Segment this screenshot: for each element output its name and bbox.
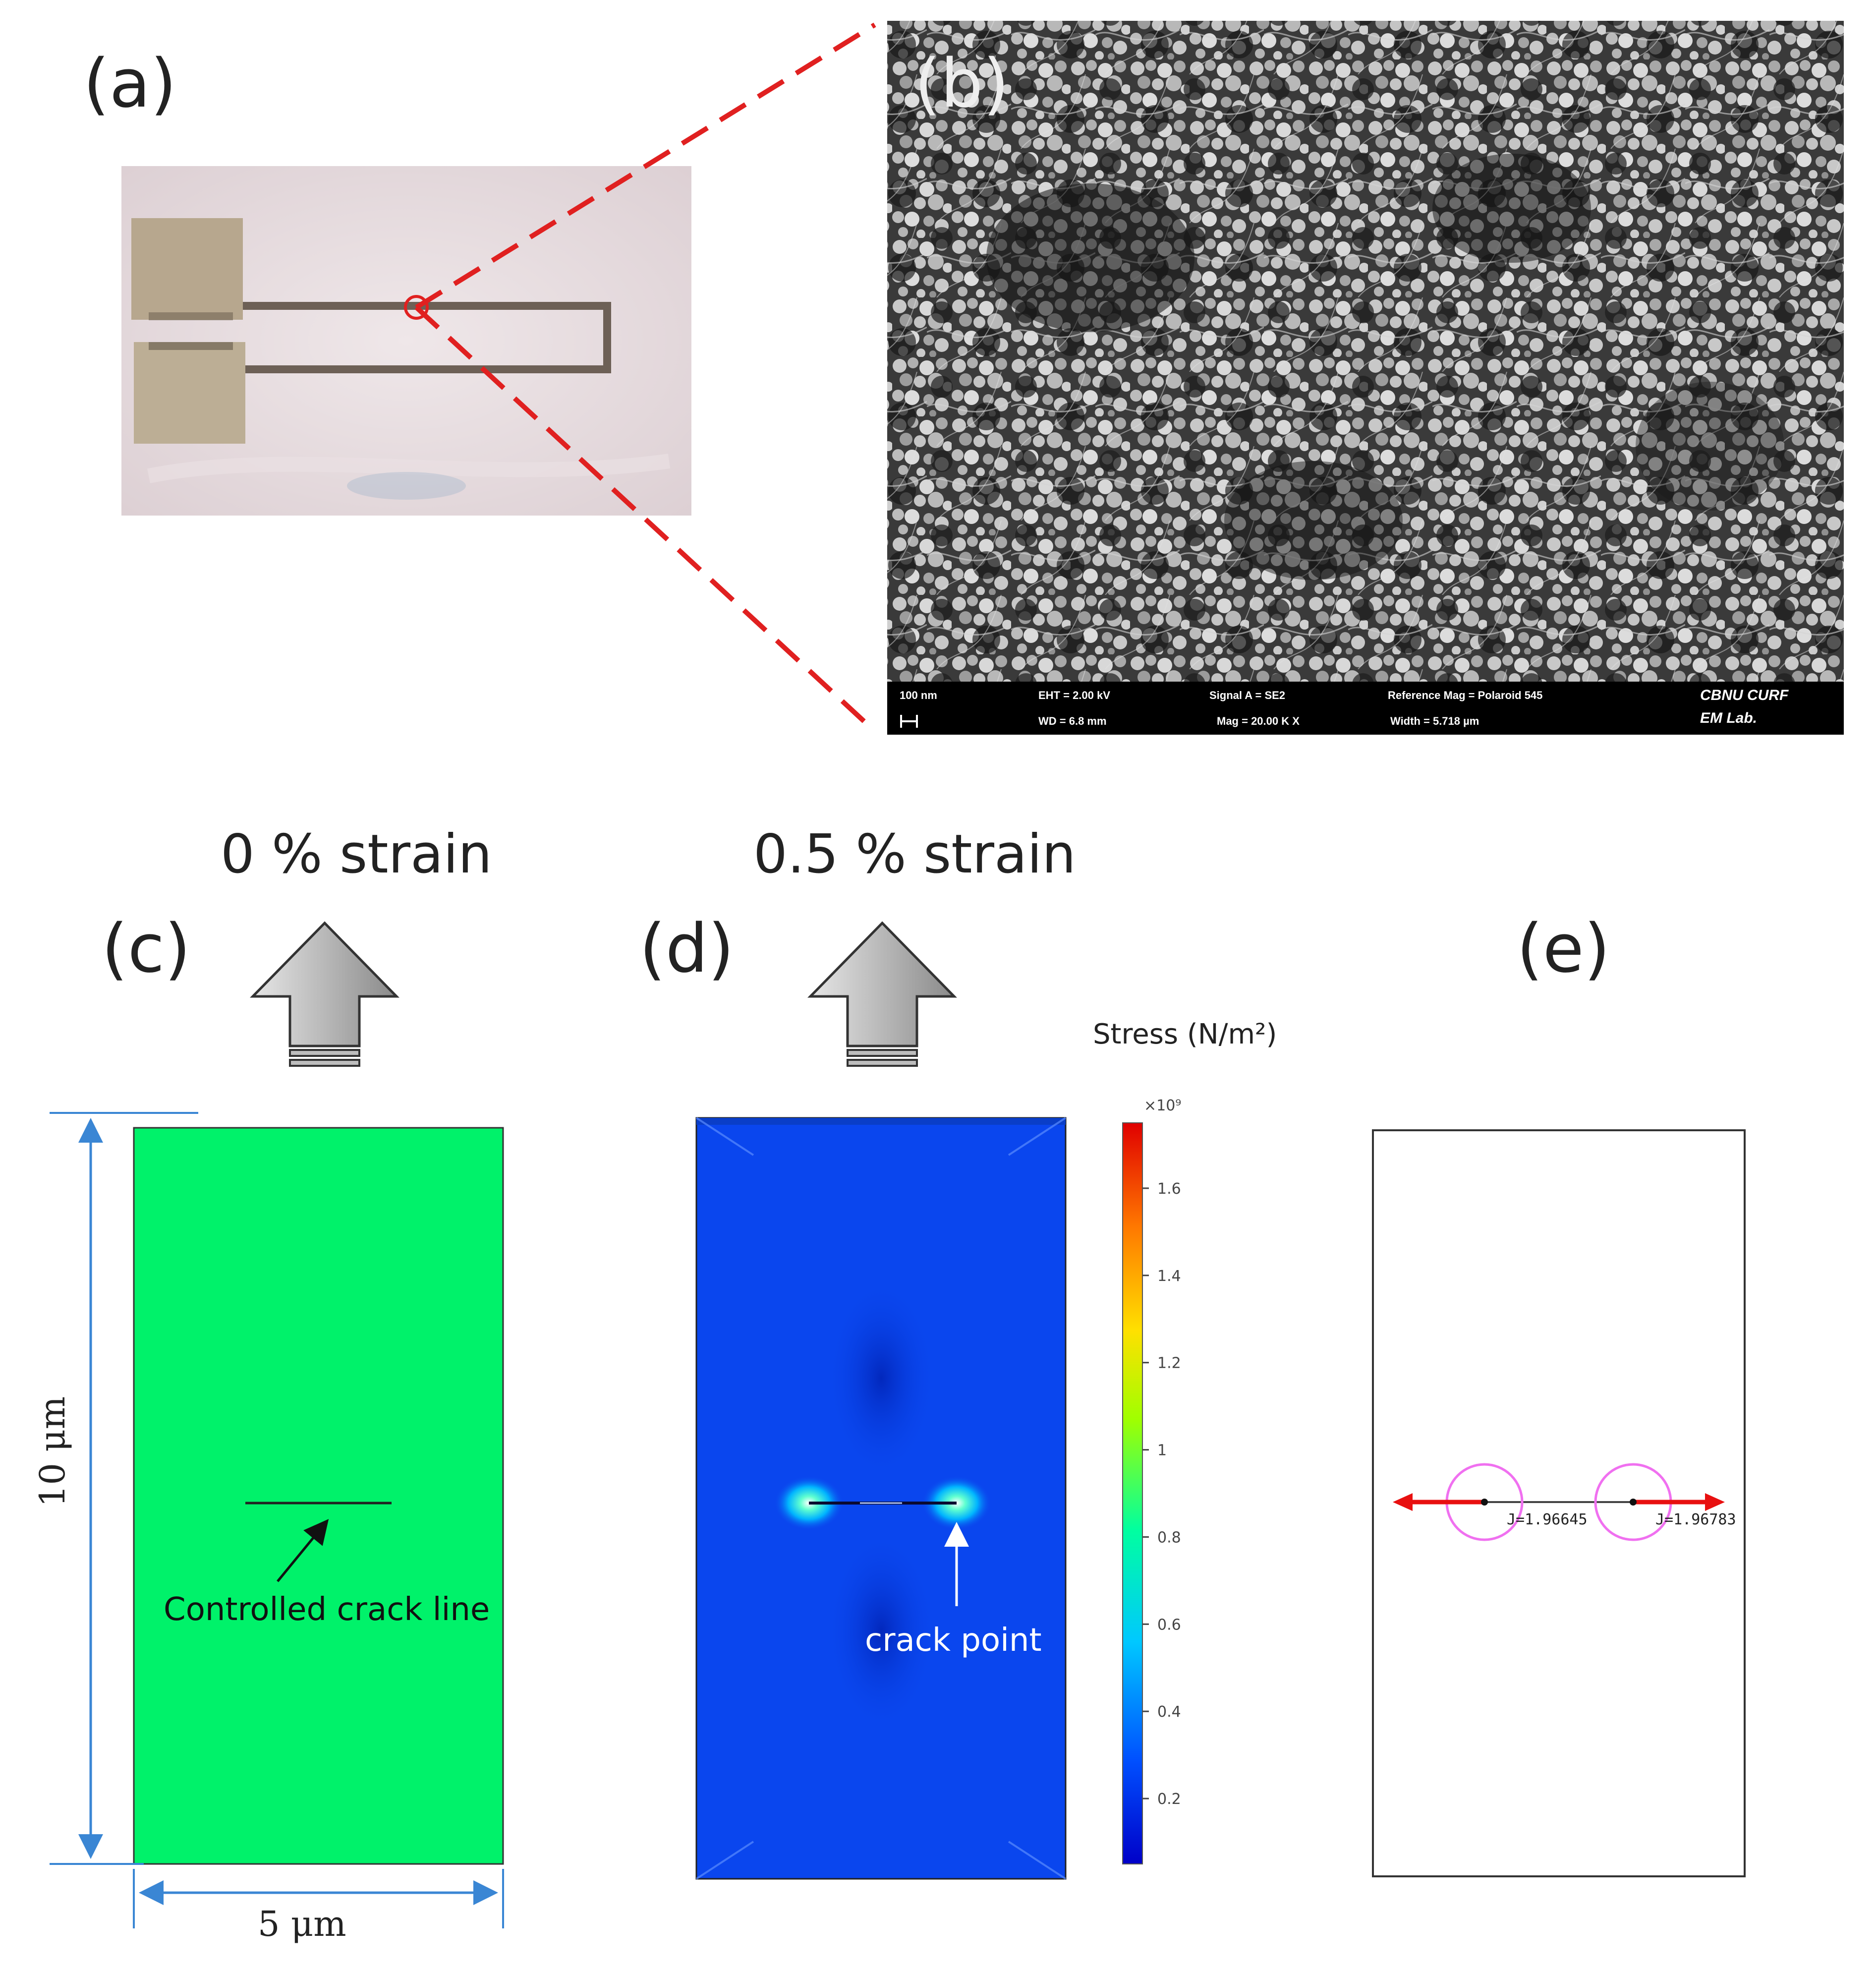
j-value-left: J=1.96645 xyxy=(1507,1511,1588,1528)
zoom-marker-circle xyxy=(404,295,429,320)
sem-info-bar: 100 nm EHT = 2.00 kV WD = 6.8 mm Signal … xyxy=(887,682,1844,735)
zoom-line-top xyxy=(415,22,876,310)
colorbar-tick-label: 0.8 xyxy=(1157,1529,1181,1546)
crack-pointer-arrow xyxy=(277,1519,329,1582)
width-dimension-label: 5 μm xyxy=(258,1904,346,1944)
stress-field-plot: crack point xyxy=(695,1117,1067,1880)
device-photo xyxy=(121,166,691,516)
colorbar-tick-label: 1.6 xyxy=(1157,1180,1181,1198)
sem-micrograph xyxy=(887,21,1844,735)
sem-wd-text: WD = 6.8 mm xyxy=(1038,715,1107,727)
crack-line-annotation: Controlled crack line xyxy=(164,1591,490,1628)
sem-brand-line1: CBNU CURF xyxy=(1700,687,1789,703)
sem-width-text: Width = 5.718 µm xyxy=(1390,715,1479,727)
sem-signal-text: Signal A = SE2 xyxy=(1209,689,1285,701)
width-dimension: 5 μm xyxy=(133,1869,504,1944)
panel-b-label: (b) xyxy=(914,45,1009,122)
colorbar-tick-label: 1.2 xyxy=(1157,1355,1181,1372)
strain-arrow-c xyxy=(250,921,399,1067)
strain-arrow-d xyxy=(807,921,957,1067)
panel-c-label: (c) xyxy=(102,910,191,987)
crack-point-annotation: crack point xyxy=(865,1622,1042,1659)
sem-brand-line2: EM Lab. xyxy=(1700,710,1757,726)
colorbar-multiplier: ×10⁹ xyxy=(1144,1097,1181,1114)
colorbar-title: Stress (N/m²) xyxy=(1093,1018,1277,1050)
height-dimension: 10 μm xyxy=(32,1112,198,1865)
colorbar-gradient xyxy=(1122,1122,1143,1864)
sem-scale-bar xyxy=(900,715,918,728)
colorbar-tick-label: 0.4 xyxy=(1157,1703,1181,1721)
panel-d-label: (d) xyxy=(639,910,734,987)
electrode-pad-top xyxy=(131,218,243,320)
panel-e-label: (e) xyxy=(1517,910,1610,987)
electrode-pad-bottom xyxy=(134,342,245,444)
plate-0-strain xyxy=(133,1127,504,1865)
panel-a-label: (a) xyxy=(83,45,176,122)
j-integral-plot: J=1.96645 J=1.96783 xyxy=(1372,1129,1746,1877)
colorbar-tick-label: 0.6 xyxy=(1157,1616,1181,1633)
stress-colorbar: Stress (N/m²) ×10⁹ 1.6 1.4 1.2 1 0.8 0.6 0.4 0.… xyxy=(1093,1018,1277,1864)
panel-c-strain-label: 0 % strain xyxy=(221,823,492,885)
sem-scale-text: 100 nm xyxy=(900,689,937,701)
colorbar-tick-label: 0.2 xyxy=(1157,1791,1181,1808)
sem-eht-text: EHT = 2.00 kV xyxy=(1038,689,1110,701)
zoom-line-bottom xyxy=(414,305,877,733)
sem-mag-text: Mag = 20.00 K X xyxy=(1217,715,1300,727)
panel-d-strain-label: 0.5 % strain xyxy=(753,823,1076,885)
sem-ref-mag-text: Reference Mag = Polaroid 545 xyxy=(1388,689,1542,701)
sensor-trace xyxy=(243,302,611,373)
colorbar-tick-label: 1 xyxy=(1157,1442,1167,1459)
colorbar-tick-label: 1.4 xyxy=(1157,1268,1181,1285)
j-value-right: J=1.96783 xyxy=(1655,1511,1736,1528)
height-dimension-label: 10 μm xyxy=(32,1396,73,1507)
